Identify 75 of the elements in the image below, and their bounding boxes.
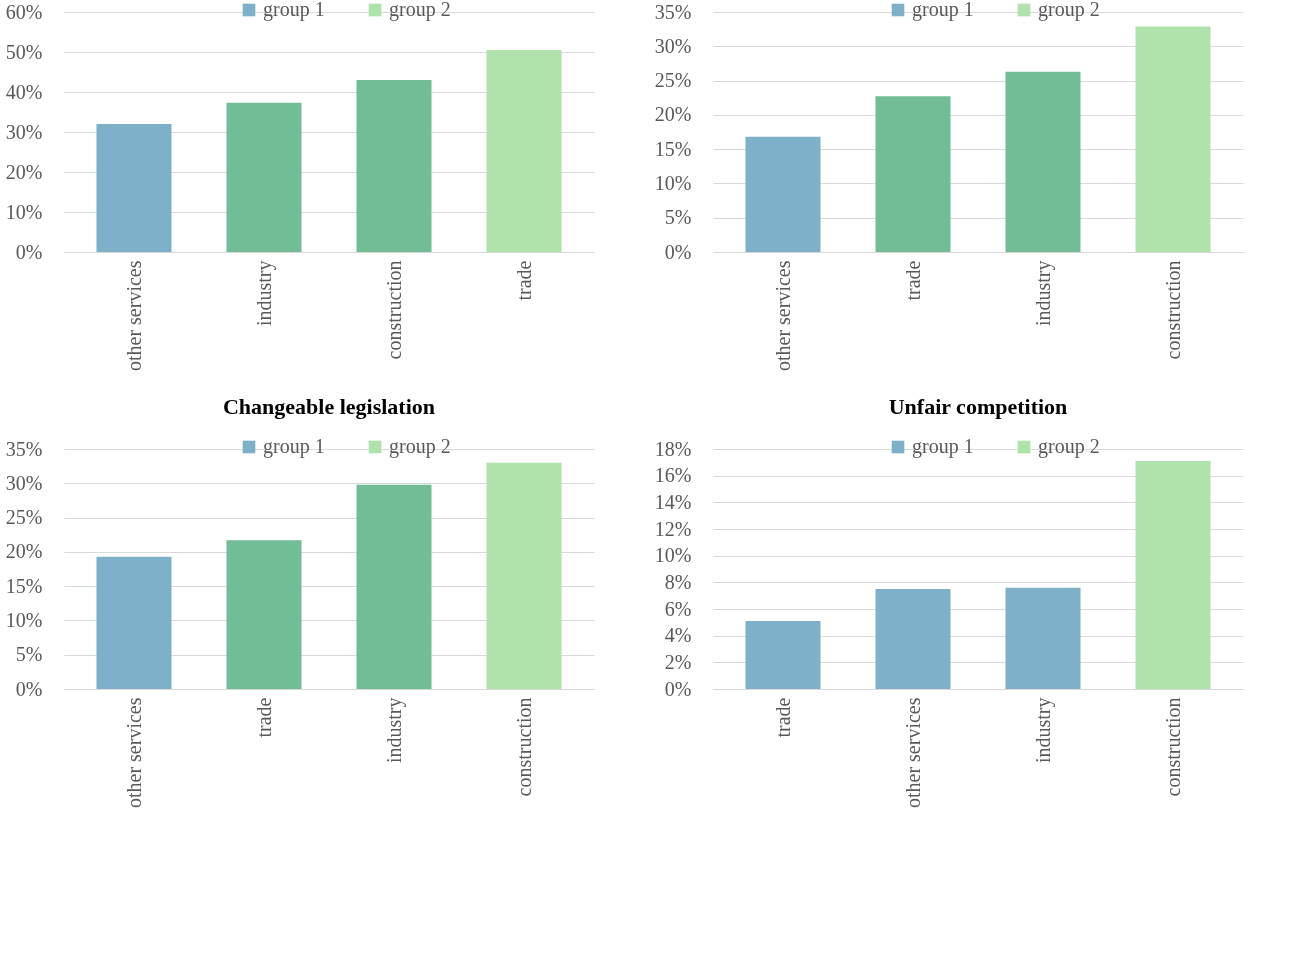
legend-label: group 1 bbox=[263, 435, 325, 458]
y-tick-label: 5% bbox=[15, 643, 43, 666]
y-tick-label: 60% bbox=[5, 0, 43, 23]
y-tick-label: 20% bbox=[654, 103, 692, 126]
y-tick-label: 25% bbox=[5, 506, 43, 529]
y-tick-label: 10% bbox=[5, 200, 43, 223]
y-tick-label: 50% bbox=[5, 40, 43, 63]
y-tick-label: 0% bbox=[664, 677, 692, 700]
y-tick-label: 16% bbox=[654, 464, 692, 487]
x-tick-label: industry bbox=[252, 260, 276, 327]
x-tick-label: trade bbox=[771, 697, 794, 738]
y-tick-label: 4% bbox=[664, 624, 692, 647]
x-tick-label: trade bbox=[512, 260, 535, 301]
y-tick-label: 0% bbox=[15, 240, 43, 263]
y-tick-label: 15% bbox=[5, 574, 43, 597]
legend-label: group 2 bbox=[1038, 0, 1100, 21]
y-tick-label: 12% bbox=[654, 517, 692, 540]
x-tick-label: other services bbox=[901, 697, 924, 809]
y-tick-label: 30% bbox=[5, 120, 43, 143]
bar bbox=[875, 96, 951, 252]
x-tick-label: other services bbox=[771, 260, 794, 372]
y-tick-label: 10% bbox=[654, 544, 692, 567]
y-tick-label: 20% bbox=[5, 160, 43, 183]
bar bbox=[1005, 71, 1081, 252]
bar bbox=[745, 621, 821, 689]
chart-title: Changeable legislation bbox=[222, 394, 436, 419]
y-tick-label: 6% bbox=[664, 597, 692, 620]
x-tick-label: construction bbox=[512, 697, 535, 797]
bar bbox=[356, 484, 432, 689]
x-tick-label: other services bbox=[122, 260, 145, 372]
y-tick-label: 30% bbox=[5, 471, 43, 494]
bar bbox=[486, 50, 562, 252]
chart-title: Unfair competition bbox=[888, 394, 1068, 419]
bar bbox=[226, 540, 302, 689]
bar bbox=[745, 136, 821, 252]
x-tick-label: construction bbox=[1161, 697, 1184, 797]
legend-label: group 1 bbox=[263, 0, 325, 21]
x-tick-label: construction bbox=[382, 260, 405, 360]
y-tick-label: 40% bbox=[5, 80, 43, 103]
legend-label: group 1 bbox=[912, 0, 974, 21]
y-tick-label: 35% bbox=[5, 437, 43, 460]
bar bbox=[1135, 26, 1211, 252]
y-tick-label: 35% bbox=[654, 0, 692, 23]
bar bbox=[226, 102, 302, 252]
y-tick-label: 10% bbox=[654, 171, 692, 194]
bar bbox=[96, 124, 172, 252]
y-tick-label: 15% bbox=[654, 137, 692, 160]
y-tick-label: 25% bbox=[654, 69, 692, 92]
x-tick-label: trade bbox=[901, 260, 924, 301]
x-tick-label: trade bbox=[252, 697, 275, 738]
bar bbox=[1005, 587, 1081, 689]
legend-label: group 2 bbox=[389, 435, 451, 458]
y-tick-label: 2% bbox=[664, 650, 692, 673]
y-tick-label: 18% bbox=[654, 437, 692, 460]
y-tick-label: 14% bbox=[654, 490, 692, 513]
x-tick-label: industry bbox=[382, 697, 406, 764]
legend-label: group 2 bbox=[1038, 435, 1100, 458]
y-tick-label: 0% bbox=[664, 240, 692, 263]
bar bbox=[96, 556, 172, 689]
bar bbox=[1135, 461, 1211, 689]
bar bbox=[486, 462, 562, 689]
x-tick-label: construction bbox=[1161, 260, 1184, 360]
y-tick-label: 10% bbox=[5, 608, 43, 631]
y-tick-label: 8% bbox=[664, 570, 692, 593]
bar bbox=[356, 80, 432, 252]
x-tick-label: industry bbox=[1031, 260, 1055, 327]
legend-label: group 2 bbox=[389, 0, 451, 21]
x-tick-label: industry bbox=[1031, 697, 1055, 764]
x-tick-label: other services bbox=[122, 697, 145, 809]
y-tick-label: 30% bbox=[654, 34, 692, 57]
legend-label: group 1 bbox=[912, 435, 974, 458]
bar bbox=[875, 589, 951, 689]
y-tick-label: 0% bbox=[15, 677, 43, 700]
y-tick-label: 20% bbox=[5, 540, 43, 563]
y-tick-label: 5% bbox=[664, 206, 692, 229]
